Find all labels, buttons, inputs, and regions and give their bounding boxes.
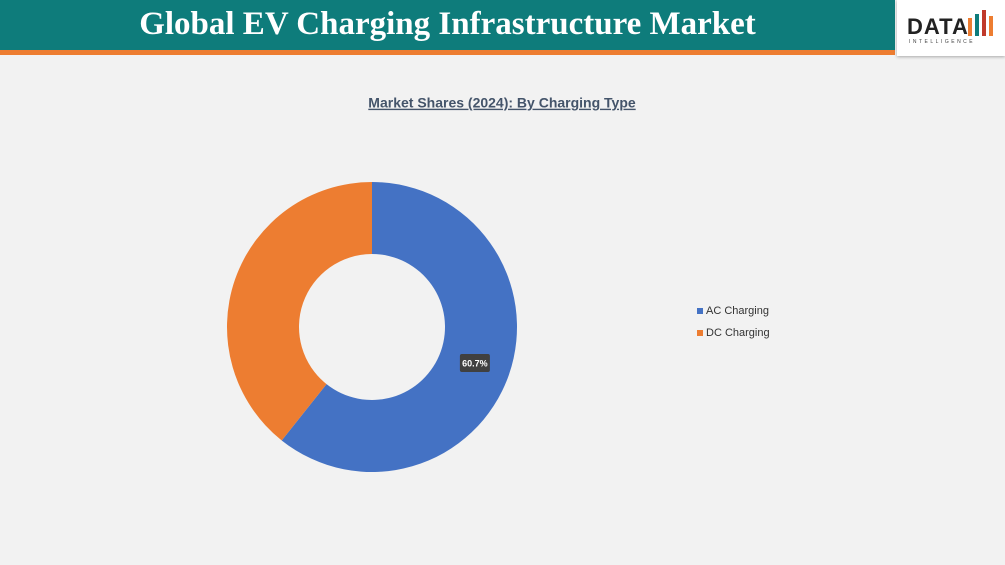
header-bar: Global EV Charging Infrastructure Market (0, 0, 895, 55)
header-title: Global EV Charging Infrastructure Market (139, 6, 756, 42)
legend-label: DC Charging (706, 327, 770, 339)
legend-swatch (697, 308, 703, 314)
logo-main: DATA (907, 14, 969, 39)
data-label-box (459, 353, 490, 372)
legend-swatch (697, 330, 703, 336)
logo: DATA INTELLIGENCE (897, 0, 1005, 56)
logo-icon (968, 10, 993, 36)
donut-slice (227, 182, 372, 441)
chart-title: Market Shares (2024): By Charging Type (368, 95, 636, 111)
donut-slice (281, 182, 517, 472)
legend-label: AC Charging (706, 305, 769, 317)
data-label: 60.7% (462, 358, 488, 368)
logo-sub: INTELLIGENCE (909, 39, 976, 45)
